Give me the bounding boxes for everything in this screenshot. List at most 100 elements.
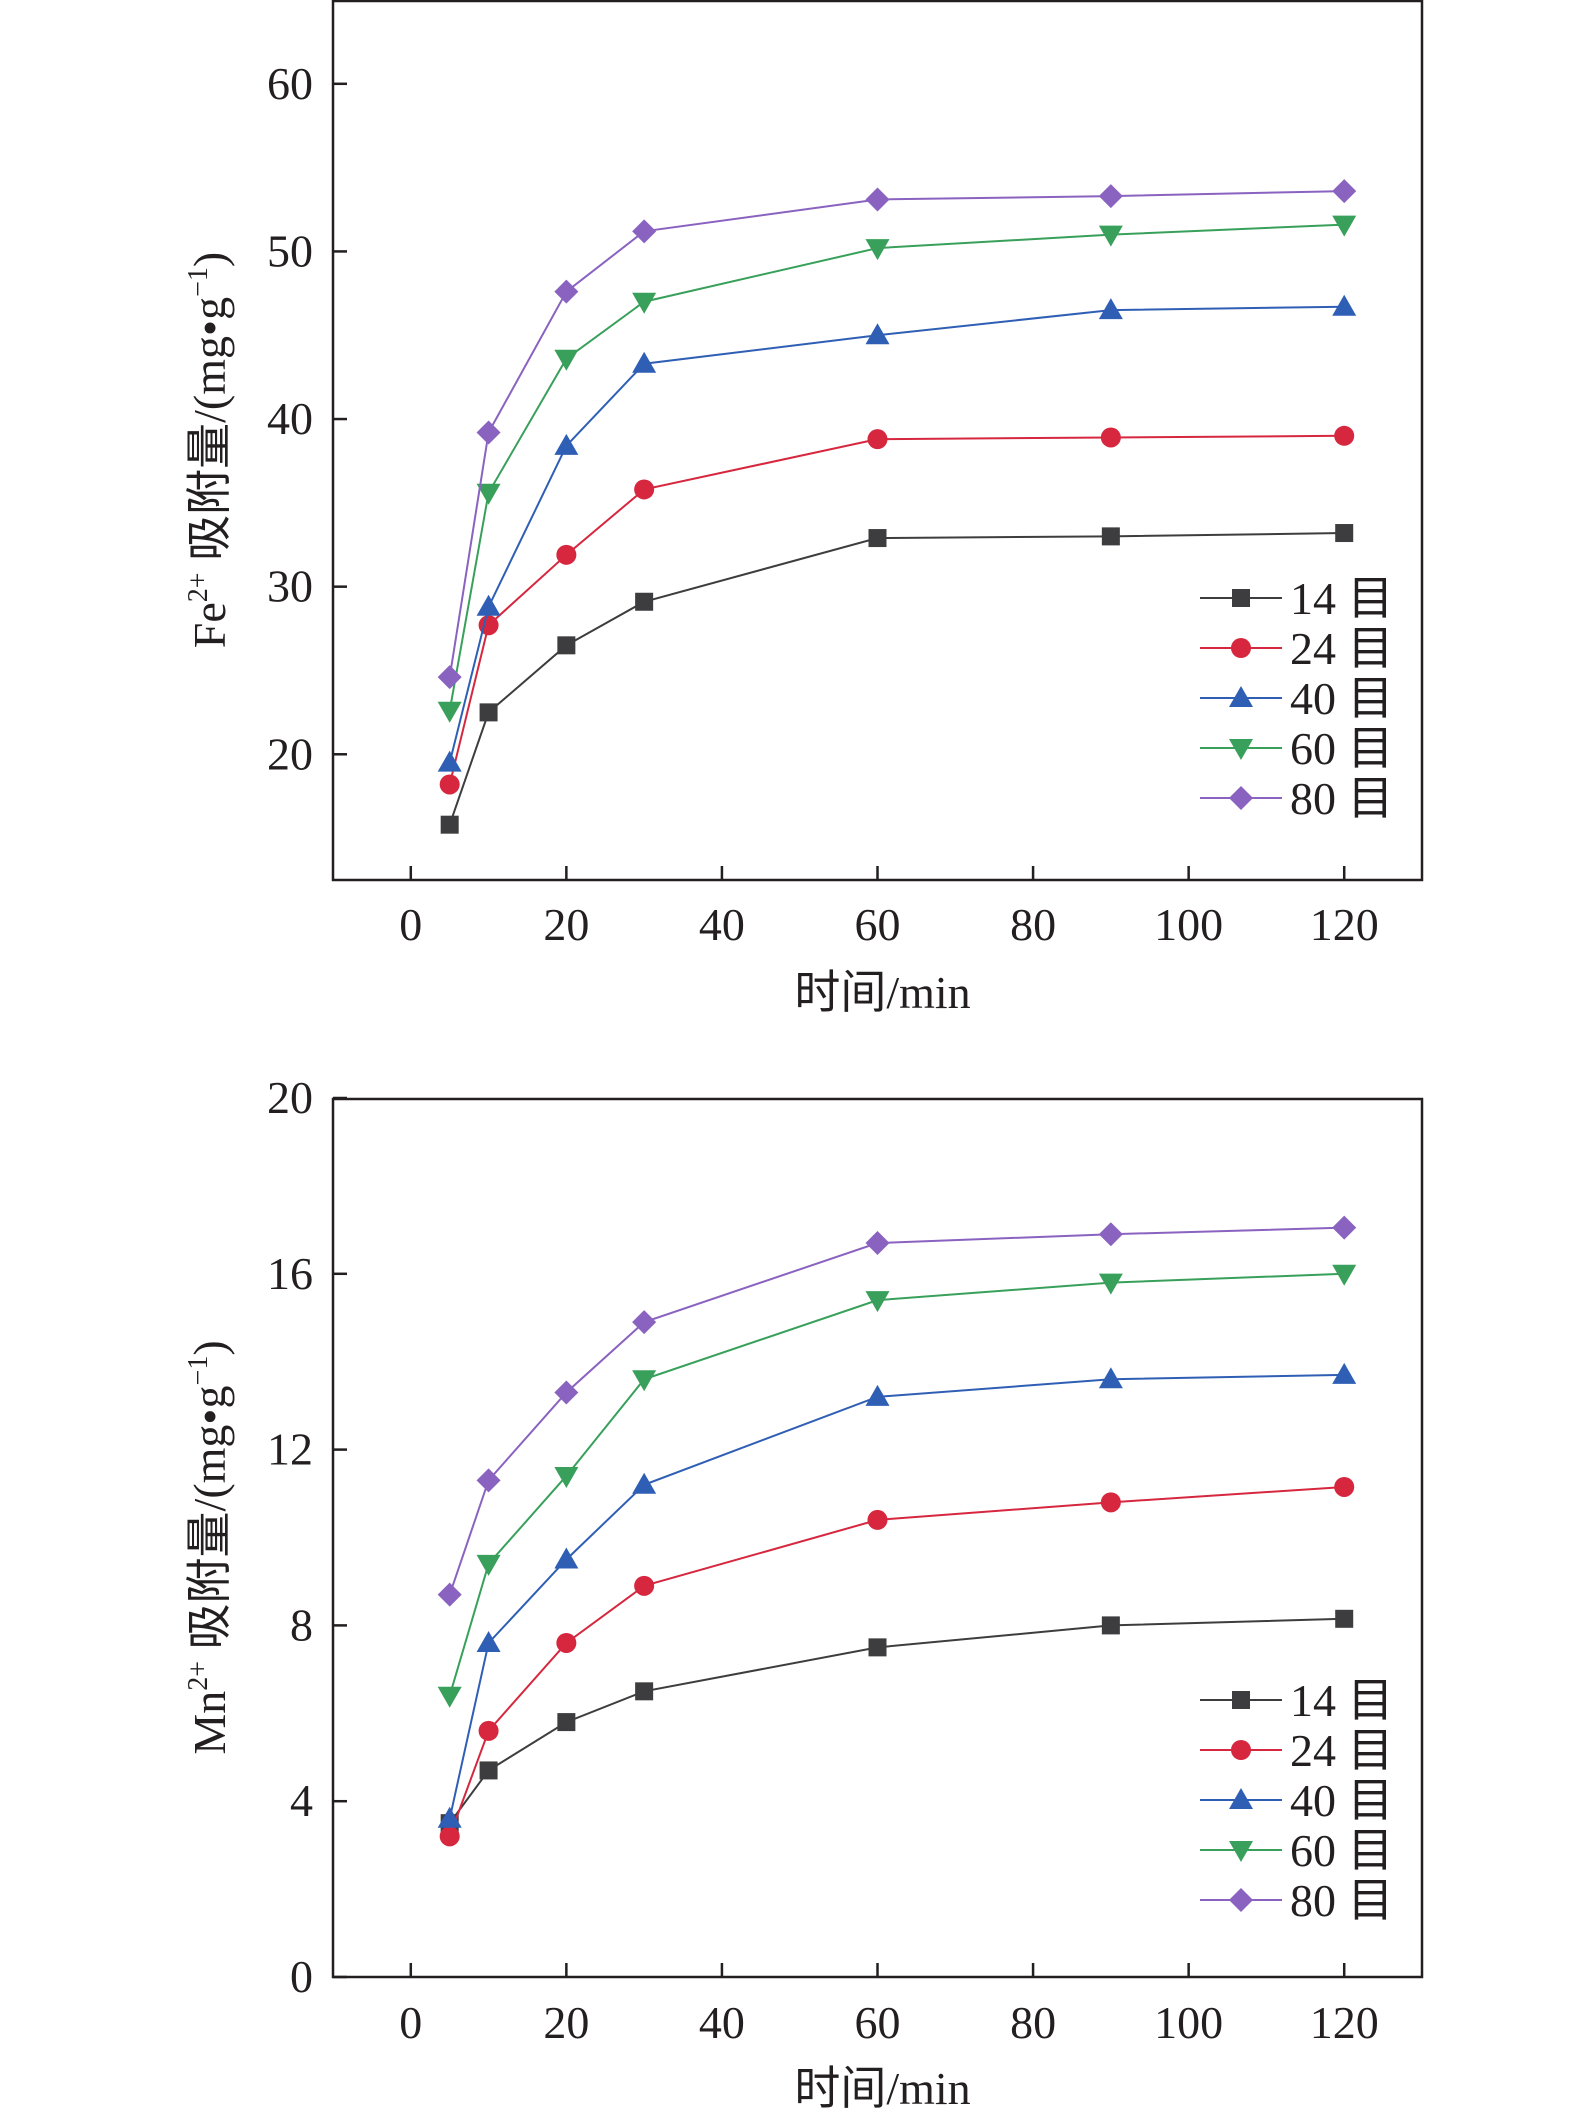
data-point — [437, 750, 462, 772]
data-point — [632, 219, 657, 244]
data-point — [632, 1370, 657, 1392]
data-point — [1334, 425, 1355, 446]
series-line — [448, 1373, 1345, 1819]
legend-item: 14 目 — [1200, 1675, 1394, 1726]
y-tick-label: 20 — [267, 1072, 313, 1123]
data-point — [1335, 1609, 1354, 1628]
data-point — [632, 351, 657, 373]
y-axis-title-charge: 2+ — [183, 572, 214, 602]
data-point — [557, 1713, 576, 1732]
y-tick-label: 30 — [267, 561, 313, 612]
legend-label: 24 目 — [1290, 623, 1394, 674]
data-point — [634, 1575, 655, 1596]
legend-marker — [1229, 1788, 1253, 1809]
data-point — [632, 1310, 657, 1335]
x-tick-label: 120 — [1310, 899, 1379, 950]
data-point — [865, 239, 890, 261]
y-tick-label: 16 — [267, 1248, 313, 1299]
data-point — [1098, 1273, 1123, 1295]
data-point — [440, 815, 459, 834]
x-tick-label: 60 — [855, 1997, 901, 2048]
legend-item: 24 目 — [1200, 1725, 1394, 1776]
x-tick-label: 80 — [1010, 1997, 1056, 2048]
y-axis-title: Fe2+ 吸附量/(mg•g−1) — [183, 252, 235, 648]
y-tick-label: 60 — [267, 58, 313, 109]
y-axis-title-unit-exponent: −1 — [183, 1356, 214, 1386]
data-point — [635, 1682, 654, 1701]
series-60 — [437, 215, 1357, 723]
data-point — [476, 483, 501, 505]
data-point — [476, 420, 501, 445]
y-axis-title-text: 吸附量/(mg•g — [184, 297, 235, 572]
legend-label: 60 目 — [1290, 723, 1394, 774]
y-tick-label: 20 — [267, 728, 313, 779]
y-axis-title-close: ) — [184, 1340, 235, 1355]
legend-label: 80 目 — [1290, 773, 1394, 824]
data-point — [476, 1468, 501, 1493]
series-14 — [440, 524, 1354, 834]
legend-marker — [1229, 739, 1253, 760]
data-point — [554, 433, 579, 455]
data-point — [437, 1582, 462, 1607]
legend-marker — [1229, 1888, 1253, 1912]
series-line — [448, 1485, 1345, 1837]
series-40 — [437, 1362, 1357, 1828]
data-point — [479, 1761, 498, 1780]
legend-marker — [1232, 589, 1250, 607]
y-tick-label: 8 — [290, 1599, 313, 1650]
series-24 — [439, 425, 1355, 795]
data-point — [868, 1638, 887, 1657]
series-80 — [437, 179, 1357, 690]
y-tick-label: 12 — [267, 1424, 313, 1475]
legend-label: 80 目 — [1290, 1875, 1394, 1926]
legend-marker — [1232, 1691, 1250, 1709]
x-tick-label: 20 — [543, 1997, 589, 2048]
legend-label: 40 目 — [1290, 1775, 1394, 1826]
data-point — [557, 636, 576, 655]
data-point — [554, 349, 579, 371]
data-point — [865, 187, 890, 212]
data-point — [867, 1509, 888, 1530]
series-line — [448, 1617, 1345, 1824]
legend-label: 14 目 — [1290, 573, 1394, 624]
legend-marker — [1231, 1740, 1251, 1760]
series-line — [448, 223, 1345, 711]
data-point — [479, 703, 498, 722]
data-point — [478, 1720, 499, 1741]
data-point — [868, 529, 887, 548]
series-line — [448, 190, 1345, 678]
data-point — [1098, 1222, 1123, 1247]
legend-item: 60 目 — [1200, 1825, 1394, 1876]
legend-item: 80 目 — [1200, 1875, 1394, 1926]
legend: 14 目24 目40 目60 目80 目 — [1200, 573, 1394, 824]
data-point — [476, 1630, 501, 1652]
data-point — [554, 279, 579, 304]
series-60 — [437, 1264, 1357, 1708]
data-point — [437, 1806, 462, 1828]
legend-label: 60 目 — [1290, 1825, 1394, 1876]
x-tick-label: 40 — [699, 1997, 745, 2048]
data-point — [1101, 1616, 1120, 1635]
y-tick-label: 4 — [290, 1775, 313, 1826]
legend-marker — [1229, 786, 1253, 810]
chart-panel-2: 0 20 40 60 80 100 120 0 4 8 12 16 20 时间/min Mn2+ 吸附量/(… — [183, 1072, 1424, 2112]
data-point — [554, 1547, 579, 1569]
legend-item: 40 目 — [1200, 673, 1394, 724]
x-tick-label: 0 — [399, 1997, 422, 2048]
y-axis-title-charge: 2+ — [183, 1661, 214, 1691]
x-tick-label: 40 — [699, 899, 745, 950]
legend-marker — [1231, 638, 1251, 658]
data-point — [437, 1686, 462, 1708]
data-point — [867, 429, 888, 450]
data-point — [437, 701, 462, 723]
x-tick-label: 80 — [1010, 899, 1056, 950]
series-14 — [440, 1609, 1354, 1833]
y-axis-title-text: 吸附量/(mg•g — [184, 1385, 235, 1660]
data-point — [556, 1632, 577, 1653]
legend-item: 60 目 — [1200, 723, 1394, 774]
legend-item: 24 目 — [1200, 623, 1394, 674]
legend-item: 14 目 — [1200, 573, 1394, 624]
y-tick-label: 0 — [290, 1951, 313, 2002]
x-tick-label: 60 — [855, 899, 901, 950]
x-tick-label: 100 — [1154, 899, 1223, 950]
